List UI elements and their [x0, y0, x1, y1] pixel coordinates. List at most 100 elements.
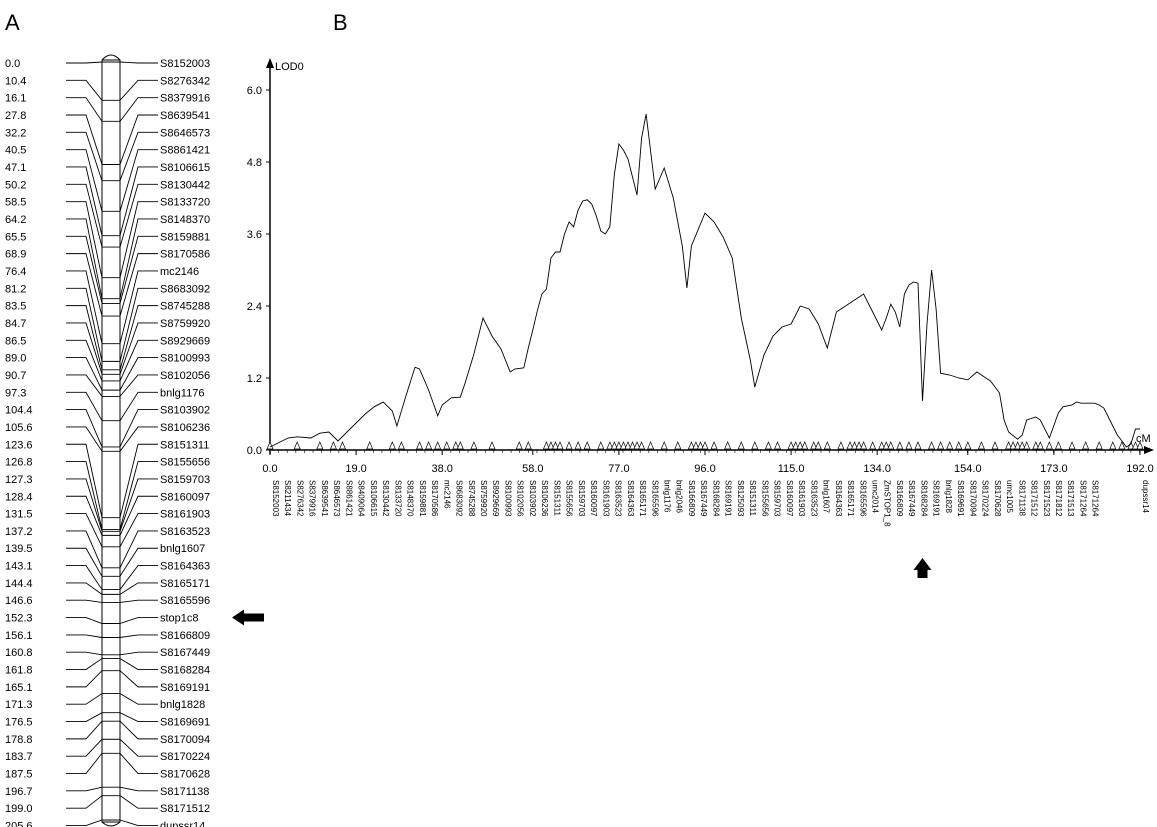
marker-connector-left: [66, 183, 120, 248]
x-marker-name: S8160097: [589, 480, 598, 517]
marker-triangle: [1095, 441, 1103, 450]
marker-triangle: [823, 441, 831, 450]
marker-triangle: [928, 441, 936, 450]
map-position-label: 105.6: [5, 422, 33, 434]
x-tick-label: 19.0: [345, 463, 366, 475]
marker-connector-right: [119, 287, 158, 362]
panel-label-b: B: [333, 10, 348, 35]
marker-triangle: [619, 441, 627, 450]
map-position-label: 76.4: [5, 266, 26, 278]
marker-connector-left: [66, 599, 120, 603]
map-position-label: 10.4: [5, 75, 26, 87]
x-marker-name: S8276342: [295, 480, 304, 517]
map-position-label: 90.7: [5, 370, 26, 382]
marker-triangle: [1068, 441, 1076, 450]
marker-triangle: [878, 441, 886, 450]
x-marker-name: S8171512: [1030, 480, 1039, 517]
marker-name-label: S8166809: [160, 630, 210, 642]
marker-connector-right: [119, 426, 158, 452]
marker-triangle: [524, 441, 532, 450]
x-tick-label: 115.0: [778, 463, 805, 475]
map-position-label: 176.5: [5, 717, 33, 729]
marker-name-label: S8929669: [160, 335, 210, 347]
map-position-label: 86.5: [5, 335, 26, 347]
marker-triangle: [896, 441, 904, 450]
marker-connector-right: [119, 599, 158, 603]
x-marker-name: S8646573: [332, 480, 341, 517]
marker-connector-right: [119, 131, 158, 181]
marker-connector-right: [119, 443, 158, 518]
marker-triangle: [869, 441, 877, 450]
marker-triangle: [542, 441, 550, 450]
marker-connector-right: [119, 114, 158, 165]
y-tick-label: 2.4: [247, 301, 262, 313]
marker-triangle: [1109, 441, 1117, 450]
marker-name-label: S8646573: [160, 127, 210, 139]
marker-connector-left: [66, 720, 120, 740]
x-marker-name: S8106236: [540, 480, 549, 517]
marker-name-label: S8168284: [160, 665, 210, 677]
x-axis-title: cM: [1136, 433, 1151, 445]
chromosome-cap-bottom: [101, 821, 121, 827]
marker-triangle: [860, 441, 868, 450]
marker-triangle: [751, 441, 759, 450]
x-marker-name: S8163523: [809, 480, 818, 517]
x-marker-name: S8152003: [271, 480, 280, 517]
x-marker-name: S8170094: [968, 480, 977, 517]
marker-triangle: [773, 441, 782, 450]
marker-connector-right: [119, 495, 158, 536]
marker-triangle: [633, 441, 641, 450]
x-tick-label: 192.0: [1126, 463, 1154, 475]
marker-name-label: S8759920: [160, 318, 210, 330]
marker-connector-right: [119, 478, 158, 532]
marker-name-label: S8106236: [160, 422, 210, 434]
marker-name-label: S8164363: [160, 561, 210, 573]
marker-name-label: bnlg1828: [160, 699, 205, 711]
x-marker-name: S8151311: [748, 480, 757, 516]
x-marker-name: S8759920: [479, 480, 488, 517]
marker-connector-right: [119, 305, 158, 370]
marker-triangle: [338, 441, 347, 450]
marker-connector-right: [119, 357, 158, 391]
marker-name-label: S8170224: [160, 751, 210, 763]
marker-name-label: S8276342: [160, 75, 210, 87]
marker-name-label: S8169191: [160, 682, 210, 694]
y-axis-arrow: [266, 58, 274, 68]
marker-connector-left: [66, 795, 120, 809]
marker-name-label: S8171512: [160, 803, 210, 815]
map-position-label: 161.8: [5, 665, 33, 677]
map-position-label: 152.3: [5, 613, 33, 625]
marker-connector-left: [66, 693, 120, 705]
marker-triangle: [452, 441, 460, 450]
marker-connector-right: [119, 253, 158, 317]
x-marker-name: ZmSTOP1_8: [883, 480, 892, 527]
marker-triangle: [434, 441, 442, 450]
x-marker-name: S8409064: [357, 480, 366, 517]
map-position-label: 128.4: [5, 491, 33, 503]
x-marker-name: S8168284: [711, 480, 720, 517]
marker-connector-right: [119, 183, 158, 248]
marker-connector-left: [66, 114, 120, 165]
y-tick-label: 1.2: [247, 373, 262, 385]
marker-connector-left: [66, 634, 120, 638]
marker-connector-left: [66, 738, 120, 757]
x-marker-name: umc2014: [870, 480, 879, 513]
x-marker-name: S8151311: [552, 480, 561, 516]
marker-connector-left: [66, 670, 120, 688]
marker-name-label: S8155656: [160, 457, 210, 469]
y-tick-label: 4.8: [247, 157, 262, 169]
marker-triangle: [388, 441, 396, 450]
x-marker-name: S8164363: [626, 480, 635, 517]
map-position-label: 58.5: [5, 197, 26, 209]
x-marker-name: S8379916: [308, 480, 317, 517]
marker-triangle: [556, 441, 564, 450]
marker-connector-right: [119, 720, 158, 740]
x-tick-label: 38.0: [431, 463, 452, 475]
marker-triangle: [787, 441, 795, 450]
marker-name-label: S8171138: [160, 786, 209, 798]
x-marker-name: S8148370: [406, 480, 415, 517]
marker-connector-left: [66, 322, 120, 375]
marker-connector-left: [66, 97, 120, 122]
x-axis-arrow: [1144, 446, 1154, 454]
marker-connector-left: [66, 443, 120, 519]
